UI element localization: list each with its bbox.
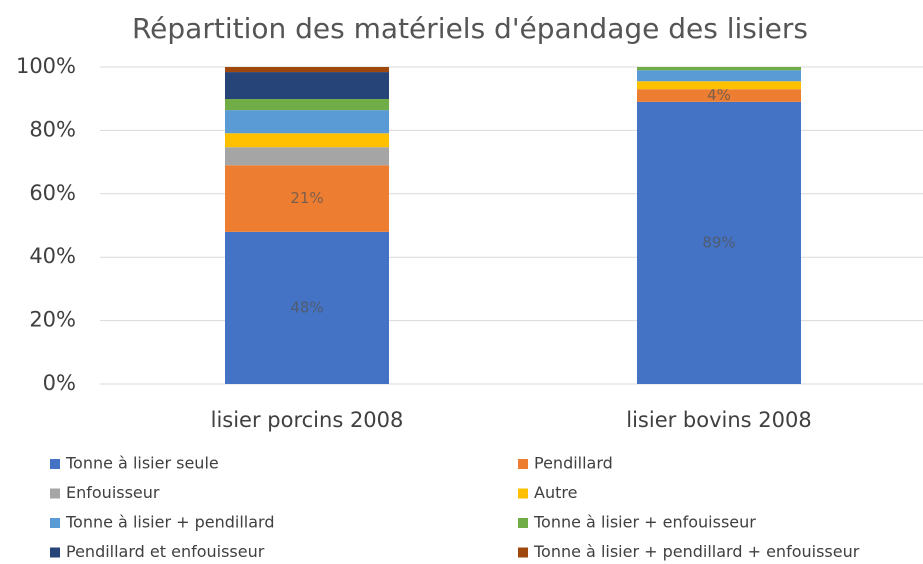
legend-label: Pendillard <box>534 454 613 473</box>
data-label: 89% <box>702 233 735 251</box>
bar-segment <box>637 101 801 385</box>
legend-swatch <box>518 459 528 469</box>
bar-segment <box>637 67 801 71</box>
bar-segment <box>225 147 389 166</box>
data-label: 48% <box>290 298 323 316</box>
bar-segment <box>225 165 389 232</box>
bar-segment <box>225 231 389 384</box>
bar-segment <box>637 89 801 102</box>
legend-swatch <box>50 488 60 499</box>
legend-swatch <box>50 547 60 558</box>
legend-label: Autre <box>534 483 577 502</box>
y-tick-label: 60% <box>29 181 76 205</box>
bar-segment <box>637 70 801 82</box>
legend-swatch <box>518 547 528 558</box>
y-tick-label: 100% <box>16 54 76 78</box>
legend-label: Enfouisseur <box>66 483 160 502</box>
legend-label: Tonne à lisier + enfouisseur <box>533 513 756 532</box>
legend-label: Tonne à lisier + pendillard <box>65 513 275 532</box>
bar-segment <box>225 72 389 100</box>
y-tick-label: 0% <box>43 371 76 395</box>
bar-segment <box>225 110 389 134</box>
bar-segment <box>225 133 389 148</box>
legend-swatch <box>50 459 60 469</box>
legend-swatch <box>518 518 528 528</box>
legend-swatch <box>50 518 60 528</box>
y-tick-label: 80% <box>29 117 76 141</box>
chart-title: Répartition des matériels d'épandage des… <box>132 12 808 45</box>
x-tick-label: lisier porcins 2008 <box>211 408 404 432</box>
y-tick-label: 20% <box>29 308 76 332</box>
x-tick-label: lisier bovins 2008 <box>626 408 811 432</box>
y-tick-label: 40% <box>29 244 76 268</box>
legend-label: Pendillard et enfouisseur <box>66 542 265 561</box>
data-label: 4% <box>707 86 731 104</box>
bar-segment <box>637 81 801 90</box>
legend-label: Tonne à lisier seule <box>65 454 219 473</box>
legend-label: Tonne à lisier + pendillard + enfouisseu… <box>533 542 860 561</box>
data-label: 21% <box>290 189 323 207</box>
legend-swatch <box>518 488 528 499</box>
bar-segment <box>225 99 389 111</box>
bar-segment <box>225 67 389 73</box>
